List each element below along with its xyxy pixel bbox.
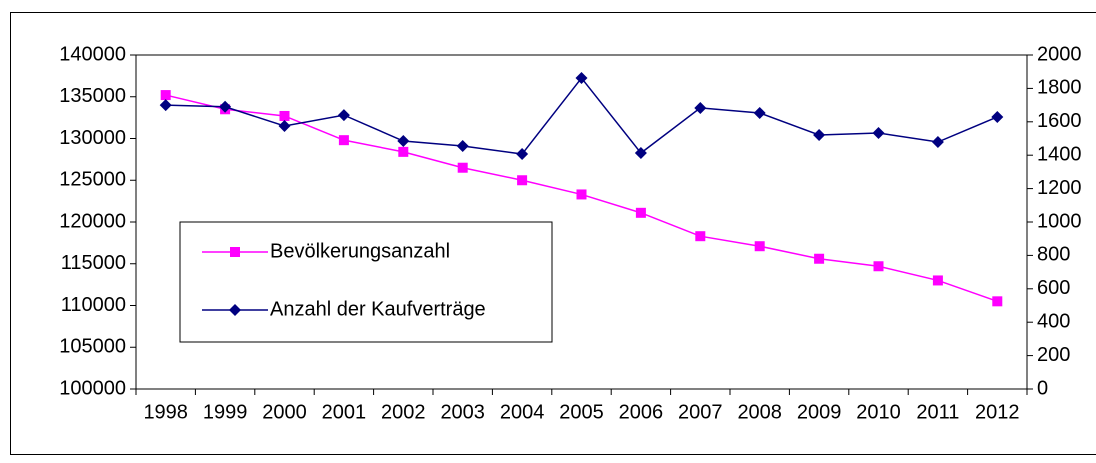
data-point (398, 146, 409, 157)
data-point (695, 231, 706, 242)
data-point (456, 140, 469, 153)
x-tick-label: 1999 (203, 401, 248, 423)
y-tick-label: 110000 (61, 294, 126, 316)
x-tick-label: 2009 (797, 401, 842, 423)
data-point (159, 99, 172, 112)
data-point (517, 175, 528, 186)
data-point (397, 135, 410, 148)
y-tick-label: 130000 (59, 127, 126, 149)
data-point (634, 147, 647, 160)
y-tick-label: 115000 (61, 252, 126, 274)
chart-border (10, 12, 1096, 455)
data-point (932, 275, 943, 286)
legend-marker (229, 304, 241, 316)
y2-tick-label: 2000 (1037, 43, 1082, 65)
series-line (165, 76, 998, 155)
x-tick-label: 2005 (559, 401, 604, 423)
y2-tick-label: 800 (1037, 244, 1070, 266)
x-tick-label: 2003 (440, 401, 485, 423)
x-tick-label: 2010 (856, 401, 901, 423)
y-tick-label: 140000 (59, 43, 126, 65)
x-tick-label: 2000 (262, 401, 307, 423)
y2-tick-label: 1200 (1037, 177, 1082, 199)
x-tick-label: 2008 (737, 401, 782, 423)
y2-tick-label: 1800 (1037, 77, 1082, 99)
y-tick-label: 135000 (59, 85, 126, 107)
legend-label: Anzahl der Kaufverträge (270, 298, 486, 320)
data-point (575, 72, 588, 85)
data-point (754, 241, 765, 252)
data-point (873, 261, 884, 272)
data-point (814, 253, 825, 264)
y2-tick-label: 200 (1037, 344, 1070, 366)
x-tick-label: 2004 (500, 401, 545, 423)
data-point (576, 189, 587, 200)
data-point (457, 162, 468, 173)
y2-tick-label: 1600 (1037, 110, 1082, 132)
data-point (931, 136, 944, 149)
legend-marker (230, 247, 240, 257)
legend-label: Bevölkerungsanzahl (270, 240, 450, 262)
data-point (337, 109, 350, 122)
data-point (338, 135, 349, 146)
x-tick-label: 2006 (619, 401, 664, 423)
data-point (991, 110, 1004, 123)
y-tick-label: 105000 (59, 336, 126, 358)
y-tick-label: 100000 (59, 377, 126, 399)
y2-tick-label: 1000 (1037, 210, 1082, 232)
x-tick-label: 2002 (381, 401, 426, 423)
data-point (279, 110, 290, 121)
y-tick-label: 125000 (59, 169, 126, 191)
y2-tick-label: 600 (1037, 277, 1070, 299)
y-tick-label: 120000 (59, 210, 126, 232)
x-tick-label: 1998 (143, 401, 188, 423)
data-point (160, 90, 171, 101)
data-point (992, 296, 1003, 307)
data-point (219, 100, 232, 113)
data-point (635, 207, 646, 218)
data-point (694, 101, 707, 114)
data-point (813, 128, 826, 141)
legend-box (179, 221, 553, 343)
data-point (872, 126, 885, 139)
x-tick-label: 2012 (975, 401, 1020, 423)
y2-tick-label: 400 (1037, 310, 1070, 332)
x-tick-label: 2011 (916, 401, 959, 423)
data-point (753, 106, 766, 119)
x-tick-label: 2007 (678, 401, 723, 423)
data-point (278, 119, 291, 132)
x-tick-label: 2001 (322, 401, 367, 423)
data-point (516, 148, 529, 161)
y2-tick-label: 1400 (1037, 143, 1082, 165)
y2-tick-label: 0 (1037, 377, 1048, 399)
